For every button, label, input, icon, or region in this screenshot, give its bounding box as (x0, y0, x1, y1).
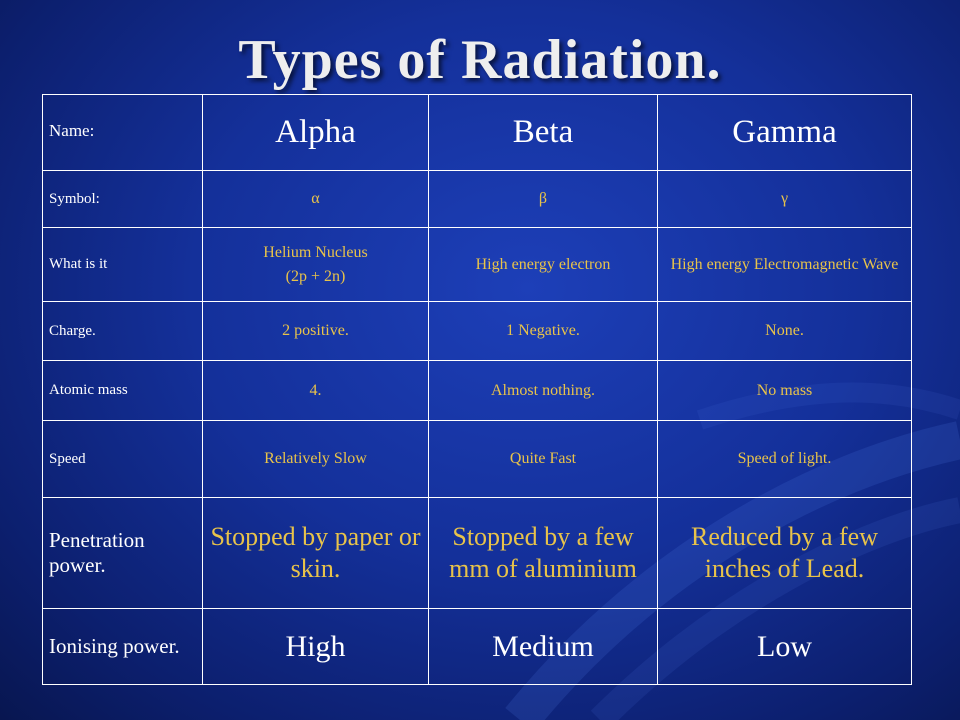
row-label-mass: Atomic mass (42, 360, 203, 421)
row-label-speed: Speed (42, 420, 203, 498)
ionising-beta: Medium (428, 608, 658, 685)
table-row-symbol: Symbol: α β γ (42, 170, 912, 228)
mass-alpha: 4. (202, 360, 429, 421)
speed-alpha: Relatively Slow (202, 420, 429, 498)
col-header-gamma: Gamma (657, 94, 912, 171)
row-label-what: What is it (42, 227, 203, 302)
ionising-gamma: Low (657, 608, 912, 685)
row-label-ionising: Ionising power. (42, 608, 203, 685)
symbol-beta: β (428, 170, 658, 228)
what-beta: High energy electron (428, 227, 658, 302)
table-row-header: Name: Alpha Beta Gamma (42, 94, 912, 171)
table-row-penetration: Penetration power. Stopped by paper or s… (42, 497, 912, 609)
speed-beta: Quite Fast (428, 420, 658, 498)
ionising-alpha: High (202, 608, 429, 685)
penetration-alpha: Stopped by paper or skin. (202, 497, 429, 609)
charge-alpha: 2 positive. (202, 301, 429, 361)
row-label-penetration: Penetration power. (42, 497, 203, 609)
penetration-gamma: Reduced by a few inches of Lead. (657, 497, 912, 609)
charge-gamma: None. (657, 301, 912, 361)
row-label-name: Name: (42, 94, 203, 171)
col-header-beta: Beta (428, 94, 658, 171)
symbol-gamma: γ (657, 170, 912, 228)
col-header-alpha: Alpha (202, 94, 429, 171)
slide-title: Types of Radiation. (238, 29, 722, 91)
what-alpha: Helium Nucleus (2p + 2n) (202, 227, 429, 302)
mass-gamma: No mass (657, 360, 912, 421)
what-alpha-line2: (2p + 2n) (285, 267, 346, 285)
radiation-table: Name: Alpha Beta Gamma Symbol: α β γ Wha… (42, 94, 912, 685)
mass-beta: Almost nothing. (428, 360, 658, 421)
table-row-mass: Atomic mass 4. Almost nothing. No mass (42, 360, 912, 421)
table-row-what: What is it Helium Nucleus (2p + 2n) High… (42, 227, 912, 302)
charge-beta: 1 Negative. (428, 301, 658, 361)
what-gamma: High energy Electromagnetic Wave (657, 227, 912, 302)
speed-gamma: Speed of light. (657, 420, 912, 498)
penetration-beta: Stopped by a few mm of aluminium (428, 497, 658, 609)
table-row-ionising: Ionising power. High Medium Low (42, 608, 912, 685)
table-row-charge: Charge. 2 positive. 1 Negative. None. (42, 301, 912, 361)
what-alpha-line1: Helium Nucleus (263, 243, 368, 261)
table-row-speed: Speed Relatively Slow Quite Fast Speed o… (42, 420, 912, 498)
symbol-alpha: α (202, 170, 429, 228)
row-label-symbol: Symbol: (42, 170, 203, 228)
row-label-charge: Charge. (42, 301, 203, 361)
